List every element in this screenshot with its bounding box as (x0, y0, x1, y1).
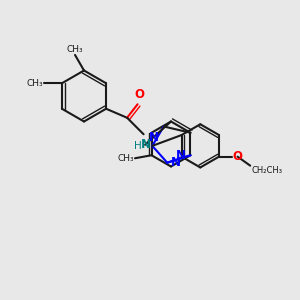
Text: N: N (149, 131, 159, 144)
Text: O: O (134, 88, 144, 101)
Text: H: H (134, 141, 142, 151)
Text: CH₃: CH₃ (66, 45, 83, 54)
Text: CH₂CH₃: CH₂CH₃ (251, 166, 282, 175)
Text: N: N (176, 149, 186, 162)
Text: CH₃: CH₃ (118, 154, 134, 163)
Text: N: N (141, 138, 151, 151)
Text: CH₃: CH₃ (27, 79, 43, 88)
Text: O: O (232, 150, 242, 163)
Text: N: N (171, 156, 181, 169)
